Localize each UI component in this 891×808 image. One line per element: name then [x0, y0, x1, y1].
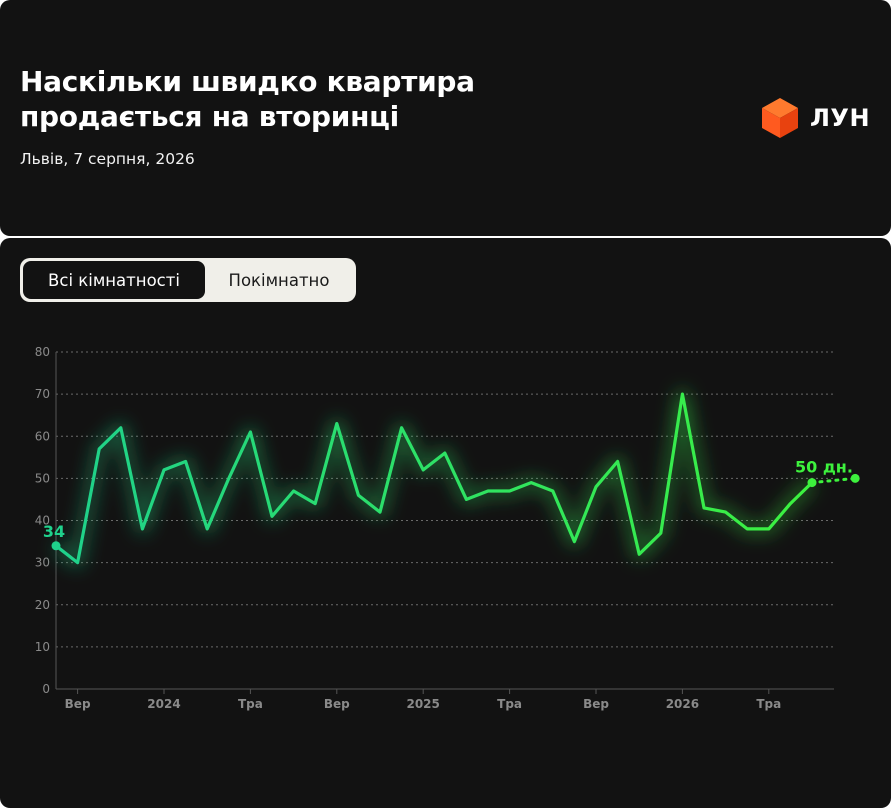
- x-tick-label: Вер: [324, 697, 350, 711]
- forecast-line: [810, 476, 857, 485]
- x-tick-label: 2026: [666, 697, 699, 711]
- y-tick-label: 70: [35, 387, 50, 401]
- start-point: [51, 541, 61, 551]
- x-tick-label: Вер: [583, 697, 609, 711]
- brand-name: ЛУН: [810, 104, 871, 132]
- x-tick-label: Тра: [756, 697, 781, 711]
- chart-card: 0 10 20 30 40 50 60 70 80 Вер 2024 Тра Вер 2025 Тра Вер…: [0, 238, 891, 808]
- y-tick-label: 10: [35, 640, 50, 654]
- page-title: Наскільки швидко квартира продається на …: [20, 65, 475, 133]
- x-tick-label: 2025: [406, 697, 439, 711]
- y-tick-label: 40: [35, 514, 50, 528]
- x-tick-label: Тра: [238, 697, 263, 711]
- brand-logo[interactable]: ЛУН: [760, 96, 870, 140]
- y-tick-label: 30: [35, 556, 50, 570]
- x-tick-label: Тра: [497, 697, 522, 711]
- tab-all-rooms[interactable]: Всі кімнатності: [23, 261, 205, 299]
- y-tick-label: 0: [42, 682, 50, 696]
- x-tick-label: Вер: [65, 697, 91, 711]
- forecast-point: [850, 473, 860, 483]
- y-tick-label: 60: [35, 429, 50, 443]
- start-value-label: 34: [43, 522, 65, 541]
- series-line: [54, 392, 814, 565]
- x-tick-label: 2024: [147, 697, 180, 711]
- line-chart: 0 10 20 30 40 50 60 70 80 Вер 2024 Тра Вер 2025 Тра Вер…: [35, 345, 860, 711]
- tab-by-rooms[interactable]: Покімнатно: [228, 270, 330, 290]
- header-card: Наскільки швидко квартира продається на …: [0, 0, 891, 236]
- page-subtitle: Львів, 7 серпня, 2026: [20, 150, 195, 168]
- cube-icon: [762, 98, 798, 138]
- y-tick-label: 20: [35, 598, 50, 612]
- y-tick-label: 80: [35, 345, 50, 359]
- y-tick-label: 50: [35, 471, 50, 485]
- room-type-tabs: Всі кімнатності Покімнатно: [20, 258, 356, 302]
- last-point: [807, 478, 817, 488]
- end-value-label: 50 дн.: [795, 458, 853, 477]
